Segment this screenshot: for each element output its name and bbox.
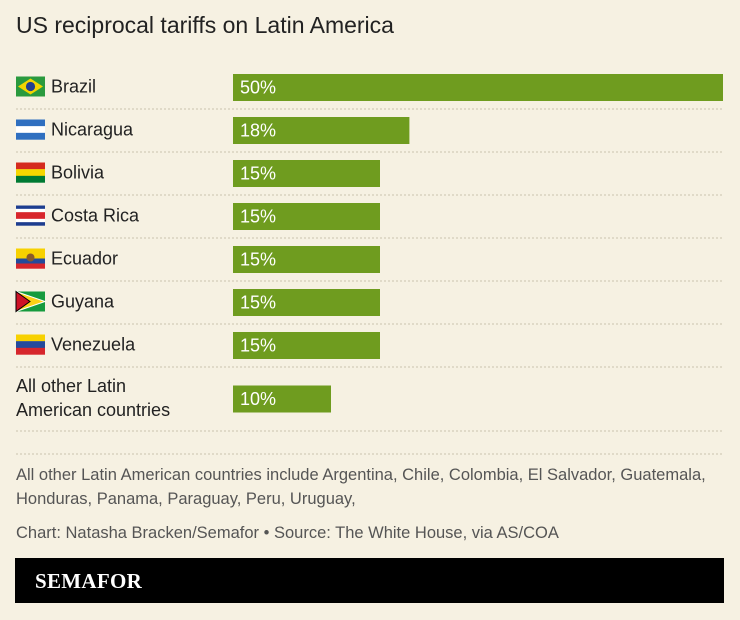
flag	[16, 119, 45, 140]
flag-emblem	[26, 253, 35, 262]
flag	[15, 290, 47, 313]
flag-triangle	[15, 290, 31, 313]
bar	[233, 385, 331, 413]
category-label: Costa Rica	[51, 205, 140, 225]
flag-stripe	[16, 347, 45, 355]
flag-stripe	[16, 248, 45, 254]
flag-stripe	[16, 119, 45, 127]
value-label: 18%	[240, 120, 276, 140]
bar	[233, 160, 380, 187]
flag-stripe	[16, 162, 45, 170]
bar	[233, 246, 380, 273]
flag-stripe	[16, 205, 45, 210]
flag-stripe	[16, 169, 45, 177]
flag-stripe	[16, 222, 45, 226]
footnote: All other Latin American countries inclu…	[16, 466, 706, 508]
value-label: 50%	[240, 77, 276, 97]
flag-stripe	[16, 126, 45, 134]
value-label: 10%	[240, 389, 276, 409]
bar	[233, 289, 380, 316]
chart: US reciprocal tariffs on Latin America B…	[15, 12, 724, 455]
value-label: 15%	[240, 292, 276, 312]
flag	[16, 76, 45, 97]
value-label: 15%	[240, 206, 276, 226]
flag-stripe	[16, 215, 45, 220]
bar	[233, 332, 380, 359]
flag-stripe	[16, 132, 45, 140]
value-label: 15%	[240, 249, 276, 269]
flag-stripe	[16, 334, 45, 342]
banner: SEMAFOR	[15, 558, 724, 603]
category-label: Venezuela	[51, 334, 136, 354]
value-label: 15%	[240, 163, 276, 183]
logo: SEMAFOR	[35, 569, 143, 593]
flag-stripe	[16, 208, 45, 213]
chart-title: US reciprocal tariffs on Latin America	[16, 12, 394, 38]
flag-stripe	[16, 263, 45, 269]
flag-circle	[25, 81, 36, 92]
flag-stripe	[16, 218, 45, 223]
category-label: Bolivia	[51, 162, 105, 182]
bar	[233, 117, 410, 144]
category-label: Guyana	[51, 291, 115, 311]
value-label: 15%	[240, 335, 276, 355]
bar	[233, 203, 380, 230]
category-label: Ecuador	[51, 248, 118, 268]
category-label: All other Latin American countries	[16, 376, 170, 420]
flag	[16, 162, 45, 183]
credit: Chart: Natasha Bracken/Semafor • Source:…	[16, 524, 559, 542]
flag-stripe	[16, 175, 45, 183]
category-label: Nicaragua	[51, 119, 134, 139]
flag-stripe	[16, 212, 45, 216]
category-label: Brazil	[51, 76, 96, 96]
flag	[16, 334, 45, 355]
flag	[16, 205, 45, 226]
bar	[233, 74, 723, 101]
flag	[16, 248, 45, 269]
flag-stripe	[16, 341, 45, 349]
